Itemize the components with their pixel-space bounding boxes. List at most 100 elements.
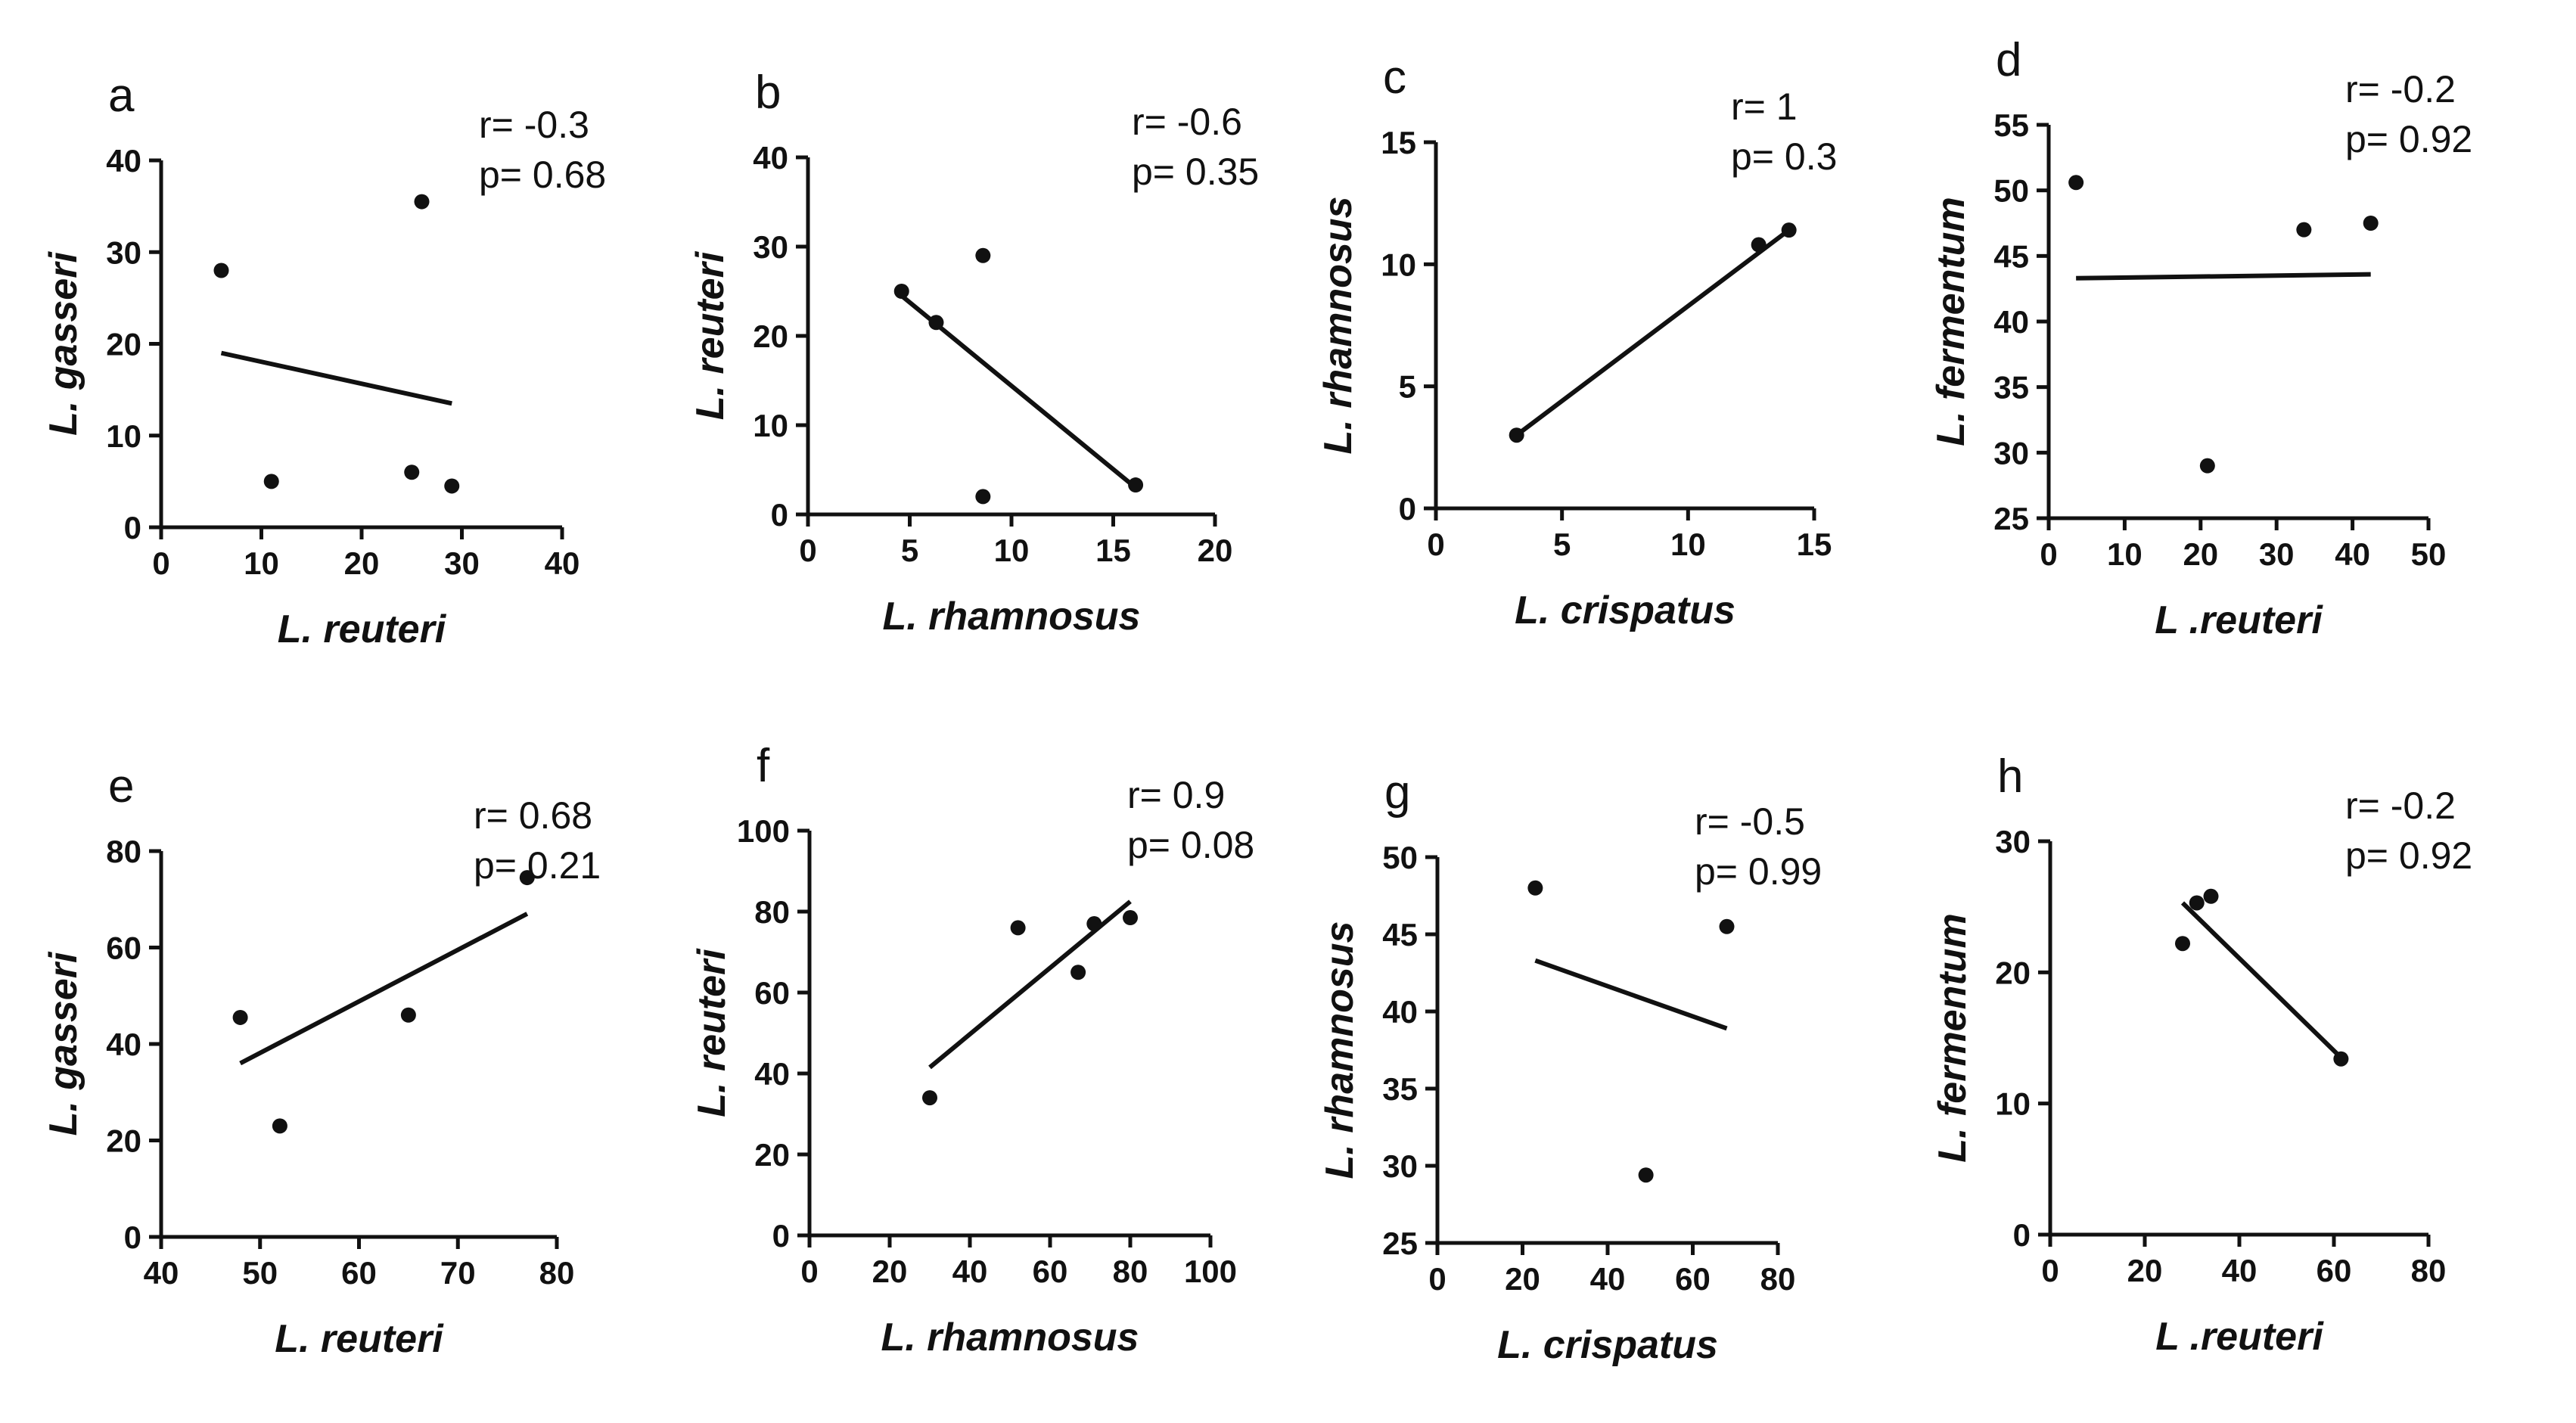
y-tick-label: 40: [106, 1027, 141, 1062]
y-tick-label: 30: [1382, 1148, 1418, 1184]
x-tick-label: 15: [1797, 527, 1832, 562]
data-point: [2068, 175, 2084, 191]
data-point: [444, 478, 460, 494]
x-axis-label: L. crispatus: [1515, 589, 1735, 632]
panel-letter: f: [757, 740, 770, 792]
panel-letter: b: [755, 67, 781, 119]
x-tick-label: 10: [994, 533, 1030, 568]
data-point: [400, 1007, 416, 1023]
panel-a: 0 10 20 30 40 0 10 20 30 40 L. reuteri L. gasseri a r…: [42, 70, 606, 651]
data-point: [1719, 918, 1735, 934]
panel-letter: g: [1384, 766, 1410, 819]
y-tick-label: 10: [753, 408, 788, 443]
x-tick-label: 40: [2335, 536, 2370, 572]
p-value: p= 0.21: [474, 844, 601, 887]
y-tick-label: 30: [1995, 824, 2031, 859]
regression-line: [2076, 272, 2371, 281]
y-axis-label: L. gasseri: [42, 251, 85, 436]
y-tick-label: 0: [124, 510, 141, 545]
panel-b: 0 5 10 15 20 0 10 20 30 40 L. rhamnosus L. reuteri b…: [688, 67, 1259, 638]
data-point: [1509, 427, 1524, 443]
x-tick-label: 40: [952, 1254, 988, 1289]
panel-letter: h: [1997, 750, 2023, 803]
x-tick-label: 100: [1184, 1254, 1237, 1289]
data-point: [893, 284, 909, 299]
p-value: p= 0.99: [1695, 850, 1822, 893]
p-value: p= 0.3: [1731, 135, 1837, 178]
y-tick-label: 20: [754, 1137, 790, 1173]
y-tick-label: 25: [1382, 1226, 1418, 1261]
y-tick-label: 45: [1382, 917, 1418, 952]
x-tick-label: 60: [1033, 1254, 1068, 1289]
y-axis-label: L. fermentum: [1931, 913, 1975, 1162]
x-tick-label: 30: [2259, 536, 2295, 572]
x-tick-label: 0: [1428, 1261, 1446, 1297]
x-axis-label: L. reuteri: [275, 1317, 444, 1361]
y-tick-label: 40: [754, 1056, 790, 1092]
y-tick-label: 60: [106, 931, 141, 966]
x-tick-label: 50: [2411, 536, 2447, 572]
panel-c: 0 5 10 15 0 5 10 15 L. crispatus L. rhamnosus c r= …: [1316, 51, 1837, 632]
regression-line: [1515, 228, 1791, 437]
y-tick-label: 40: [1382, 994, 1418, 1030]
panel-letter: e: [108, 760, 134, 812]
x-tick-label: 15: [1095, 533, 1131, 568]
panel-g: 0 20 40 60 80 25 30 35 40 45 50 L. crispatus L. rham…: [1318, 766, 1822, 1367]
data-point: [1751, 237, 1767, 253]
regression-line: [220, 350, 452, 406]
data-point: [1527, 880, 1543, 896]
p-value: p= 0.68: [479, 154, 606, 196]
panel-d: 0 10 20 30 40 50 25 30 35 40 45 50 55 L .reuteri L. fe…: [1929, 34, 2472, 642]
x-tick-label: 5: [1553, 527, 1571, 562]
y-axis-label: L. rhamnosus: [1316, 197, 1360, 455]
data-point: [263, 474, 279, 489]
data-point: [1638, 1167, 1654, 1183]
y-tick-label: 15: [1381, 125, 1416, 160]
x-tick-label: 20: [1198, 533, 1233, 568]
x-tick-label: 10: [2107, 536, 2143, 572]
r-value: r= 0.68: [474, 794, 592, 837]
y-tick-label: 10: [1381, 247, 1416, 282]
x-axis-label: L .reuteri: [2155, 1315, 2324, 1359]
y-tick-label: 20: [106, 327, 141, 362]
data-point: [2296, 222, 2312, 238]
y-tick-label: 20: [753, 318, 788, 354]
r-value: r= 0.9: [1127, 774, 1225, 816]
x-tick-label: 80: [539, 1255, 575, 1291]
data-point: [519, 870, 535, 886]
data-point: [414, 194, 430, 210]
data-point: [1070, 965, 1086, 980]
y-tick-label: 20: [106, 1123, 141, 1159]
data-point: [1781, 222, 1797, 238]
x-tick-label: 60: [2317, 1253, 2352, 1288]
x-tick-label: 80: [1760, 1261, 1796, 1297]
x-axis-label: L. rhamnosus: [883, 595, 1141, 638]
y-tick-label: 45: [1993, 238, 2029, 274]
r-value: r= -0.6: [1132, 101, 1242, 143]
data-point: [2199, 458, 2215, 474]
data-point: [975, 489, 991, 505]
x-tick-label: 80: [1113, 1254, 1148, 1289]
y-tick-label: 10: [1995, 1086, 2031, 1122]
panel-e: 40 50 60 70 80 0 20 40 60 80 L. reuteri L. gasseri e…: [42, 760, 601, 1361]
data-point: [2363, 216, 2379, 231]
p-value: p= 0.92: [2345, 118, 2472, 160]
y-tick-label: 40: [1993, 304, 2029, 340]
p-value: p= 0.08: [1127, 824, 1254, 866]
x-tick-label: 20: [1505, 1261, 1540, 1297]
x-tick-label: 0: [2040, 536, 2057, 572]
y-axis-label: L. reuteri: [690, 948, 734, 1117]
x-tick-label: 20: [344, 545, 380, 581]
x-tick-label: 10: [244, 545, 279, 581]
x-tick-label: 0: [152, 545, 169, 581]
data-point: [404, 464, 420, 480]
y-tick-label: 0: [1399, 491, 1416, 527]
y-tick-label: 30: [753, 229, 788, 265]
x-tick-label: 60: [341, 1255, 377, 1291]
regression-line: [2180, 901, 2343, 1060]
data-point: [922, 1090, 937, 1106]
y-tick-label: 50: [1382, 840, 1418, 875]
regression-line: [239, 912, 529, 1066]
y-tick-label: 30: [1993, 435, 2029, 471]
y-tick-label: 55: [1993, 107, 2029, 143]
